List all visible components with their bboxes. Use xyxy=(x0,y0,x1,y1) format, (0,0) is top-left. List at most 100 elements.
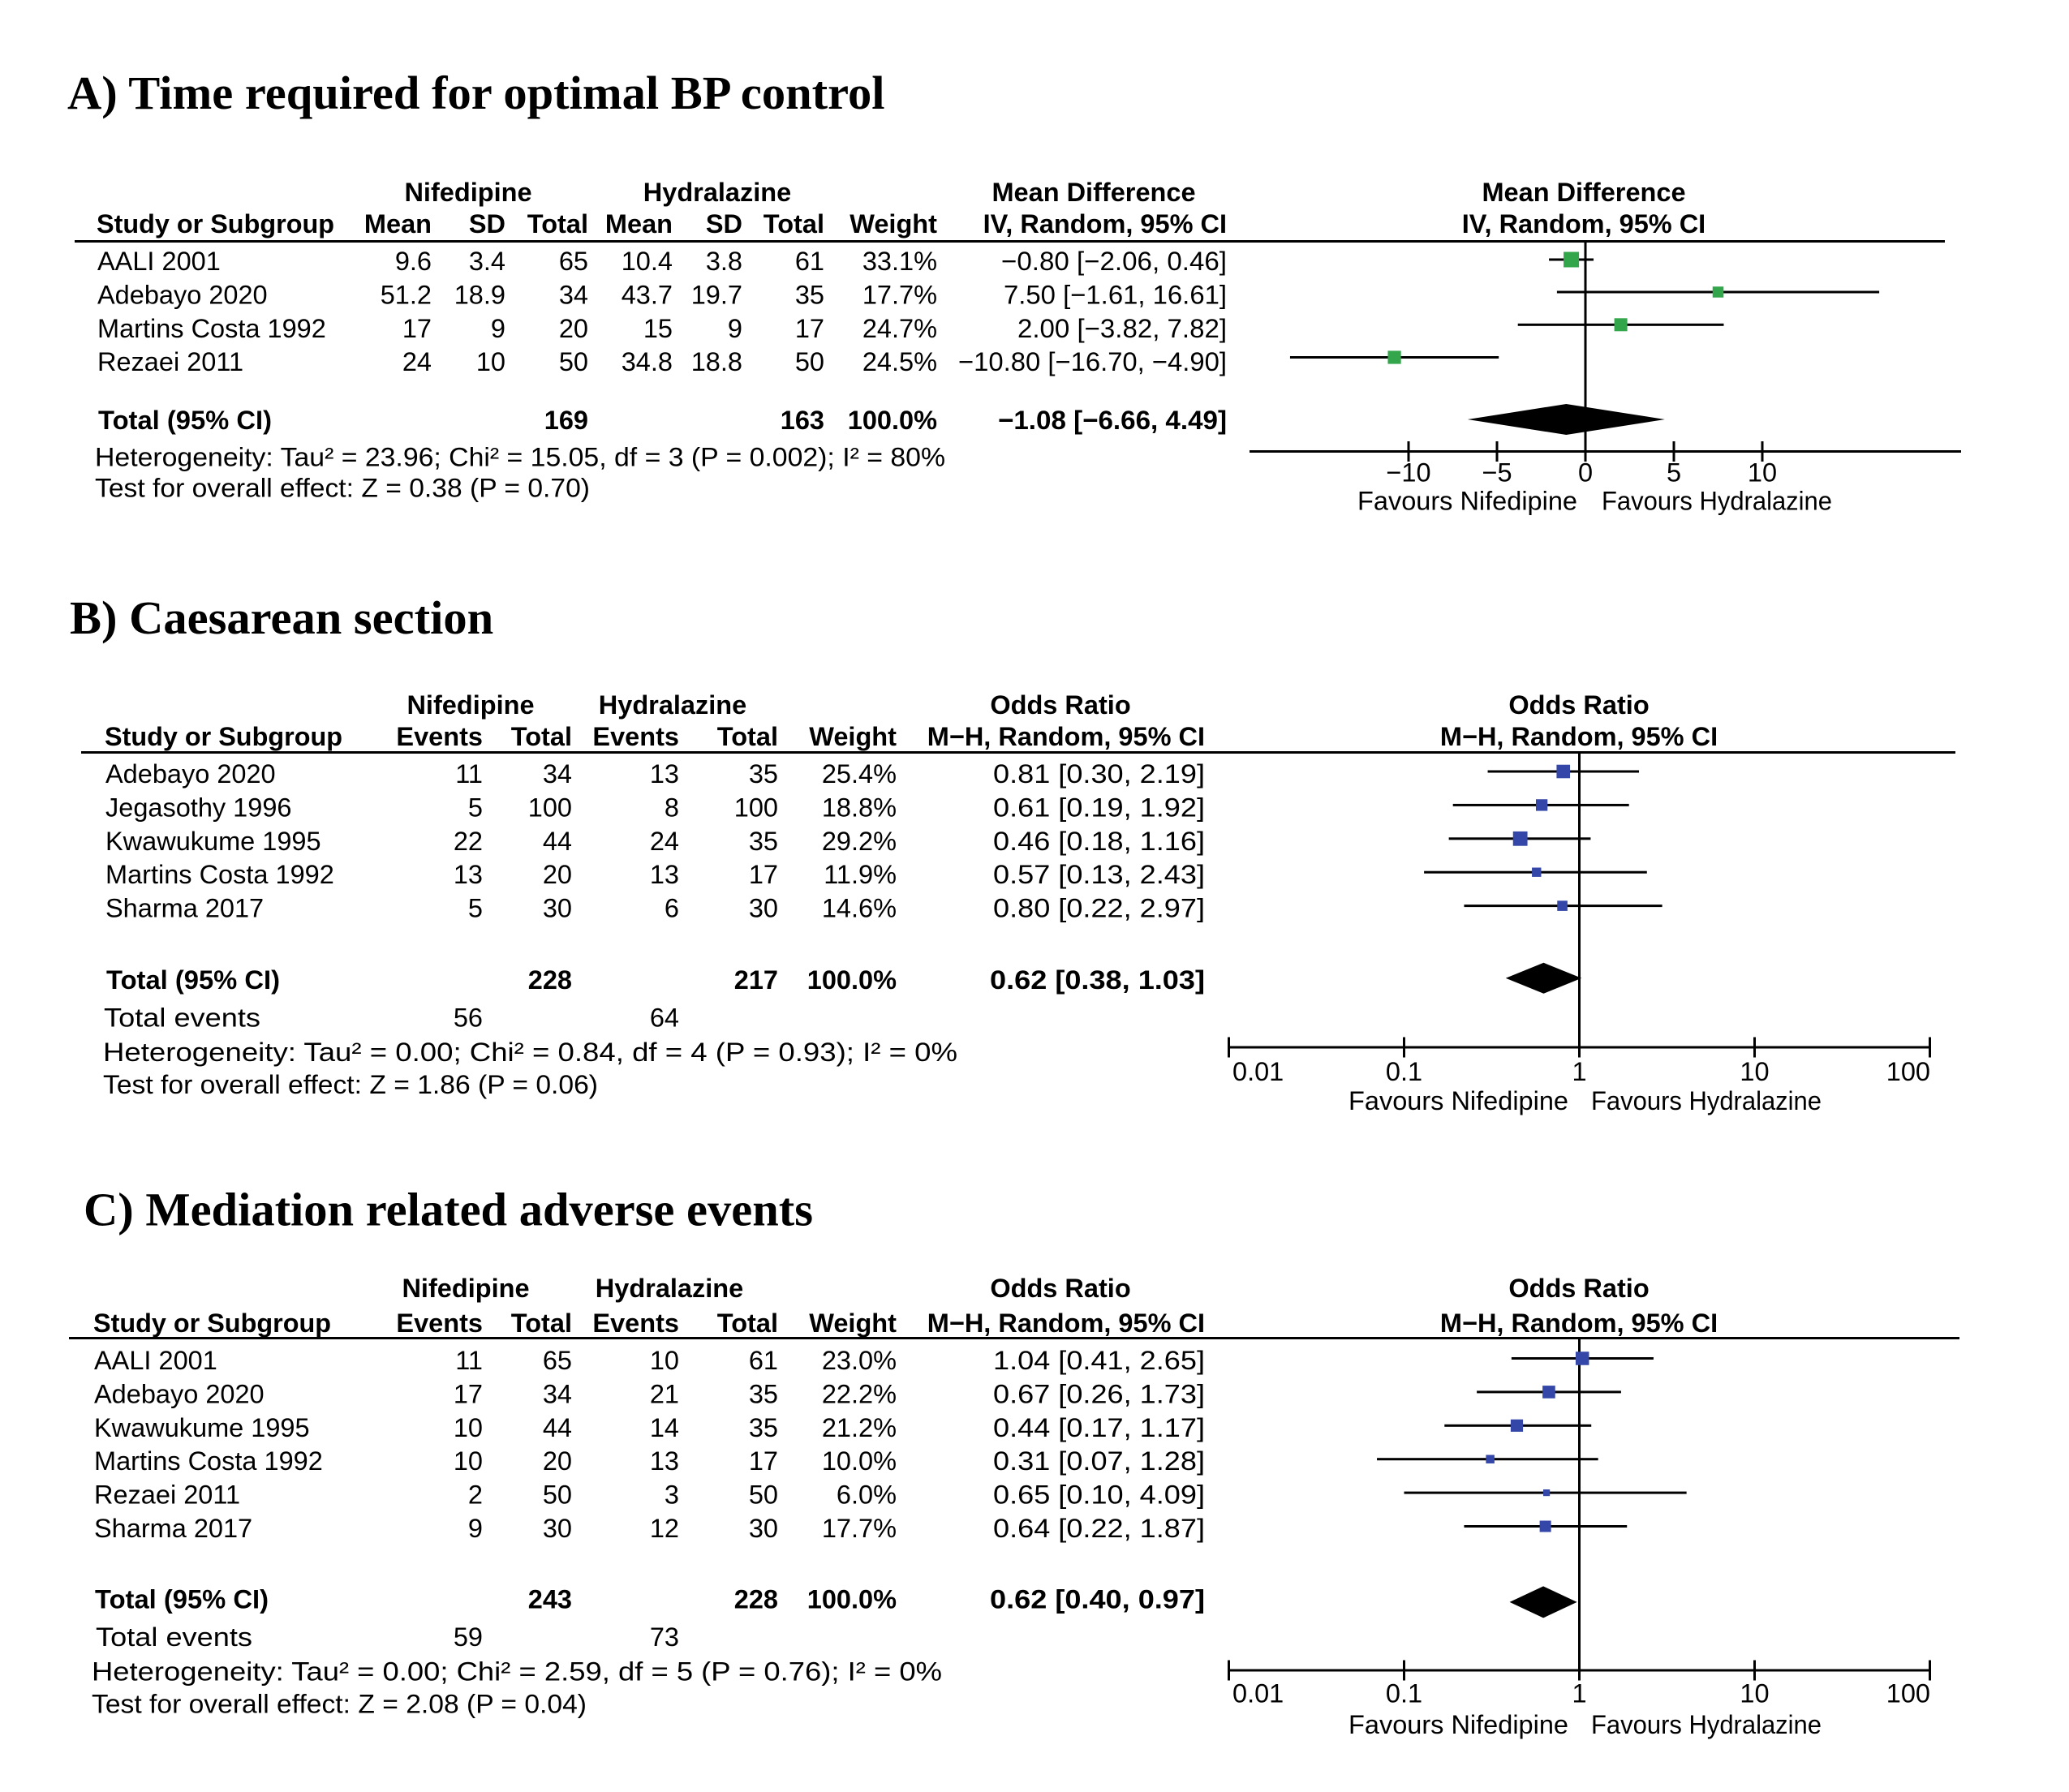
svg-text:Adebayo 2020: Adebayo 2020 xyxy=(105,759,276,789)
svg-text:35: 35 xyxy=(795,280,824,309)
svg-text:−10: −10 xyxy=(1386,458,1430,488)
svg-text:SD: SD xyxy=(469,209,505,239)
svg-text:IV, Random, 95% CI: IV, Random, 95% CI xyxy=(983,209,1227,239)
svg-text:24.5%: 24.5% xyxy=(862,347,937,376)
svg-text:10: 10 xyxy=(1748,458,1777,488)
svg-text:Mean Difference: Mean Difference xyxy=(991,178,1195,207)
svg-text:10: 10 xyxy=(476,347,505,376)
svg-text:Mean: Mean xyxy=(364,209,432,239)
svg-text:11: 11 xyxy=(455,759,483,789)
svg-text:Heterogeneity: Tau² = 0.00; Ch: Heterogeneity: Tau² = 0.00; Chi² = 2.59,… xyxy=(92,1657,942,1687)
svg-text:Events: Events xyxy=(396,722,483,751)
svg-text:Odds Ratio: Odds Ratio xyxy=(1508,1274,1649,1303)
svg-text:21.2%: 21.2% xyxy=(822,1413,897,1442)
svg-text:11: 11 xyxy=(455,1346,483,1375)
svg-text:34: 34 xyxy=(543,759,572,789)
svg-text:61: 61 xyxy=(795,247,824,276)
svg-text:Hydralazine: Hydralazine xyxy=(643,178,791,207)
svg-text:24: 24 xyxy=(402,347,432,376)
svg-text:18.8%: 18.8% xyxy=(822,793,897,822)
svg-text:30: 30 xyxy=(543,894,572,923)
svg-text:11.9%: 11.9% xyxy=(824,860,897,889)
svg-text:1: 1 xyxy=(1572,1679,1586,1708)
svg-text:Weight: Weight xyxy=(809,1309,897,1338)
svg-text:24.7%: 24.7% xyxy=(862,314,937,343)
svg-text:1: 1 xyxy=(1572,1057,1586,1086)
svg-text:Test for overall effect: Z = 2: Test for overall effect: Z = 2.08 (P = 0… xyxy=(92,1690,587,1719)
svg-text:61: 61 xyxy=(749,1346,778,1375)
svg-text:2.00 [−3.82, 7.82]: 2.00 [−3.82, 7.82] xyxy=(1017,314,1227,343)
svg-text:Study or Subgroup: Study or Subgroup xyxy=(93,1309,331,1338)
svg-text:Total (95% CI): Total (95% CI) xyxy=(95,1585,269,1614)
svg-text:0.64 [0.22, 1.87]: 0.64 [0.22, 1.87] xyxy=(993,1514,1205,1543)
svg-text:Hydralazine: Hydralazine xyxy=(596,1274,743,1303)
svg-text:0.62 [0.38, 1.03]: 0.62 [0.38, 1.03] xyxy=(990,965,1205,995)
svg-text:10: 10 xyxy=(1740,1679,1769,1708)
svg-text:3.4: 3.4 xyxy=(469,247,505,276)
svg-text:Total: Total xyxy=(527,209,588,239)
svg-text:5: 5 xyxy=(468,793,483,822)
svg-text:17.7%: 17.7% xyxy=(822,1514,897,1543)
svg-text:64: 64 xyxy=(650,1003,679,1032)
svg-text:3: 3 xyxy=(665,1480,679,1510)
svg-text:Nifedipine: Nifedipine xyxy=(404,178,531,207)
svg-text:M−H, Random, 95% CI: M−H, Random, 95% CI xyxy=(927,1309,1205,1338)
svg-text:35: 35 xyxy=(749,1379,778,1408)
svg-text:M−H, Random, 95% CI: M−H, Random, 95% CI xyxy=(927,722,1205,751)
svg-text:Sharma 2017: Sharma 2017 xyxy=(94,1514,252,1543)
svg-text:Adebayo 2020: Adebayo 2020 xyxy=(94,1379,265,1408)
svg-text:B) Caesarean section: B) Caesarean section xyxy=(70,591,493,644)
svg-text:34: 34 xyxy=(559,280,588,309)
svg-text:50: 50 xyxy=(559,347,588,376)
svg-text:0: 0 xyxy=(1578,458,1593,488)
svg-text:25.4%: 25.4% xyxy=(822,759,897,789)
svg-text:Mean Difference: Mean Difference xyxy=(1482,178,1685,207)
svg-text:5: 5 xyxy=(468,894,483,923)
svg-text:9: 9 xyxy=(468,1514,483,1543)
svg-text:Total events: Total events xyxy=(96,1622,252,1652)
svg-text:18.9: 18.9 xyxy=(454,280,505,309)
svg-text:Martins Costa 1992: Martins Costa 1992 xyxy=(105,860,334,889)
svg-text:51.2: 51.2 xyxy=(381,280,432,309)
svg-text:0.65 [0.10, 4.09]: 0.65 [0.10, 4.09] xyxy=(993,1480,1205,1510)
svg-text:AALI 2001: AALI 2001 xyxy=(97,247,221,276)
svg-text:Total: Total xyxy=(717,722,778,751)
svg-text:AALI 2001: AALI 2001 xyxy=(94,1346,217,1375)
svg-text:Total: Total xyxy=(764,209,824,239)
svg-text:100.0%: 100.0% xyxy=(848,406,937,435)
svg-text:Events: Events xyxy=(592,1309,679,1338)
svg-text:100: 100 xyxy=(1886,1679,1930,1708)
svg-text:15: 15 xyxy=(643,314,673,343)
svg-text:Odds Ratio: Odds Ratio xyxy=(1508,690,1649,720)
svg-text:50: 50 xyxy=(749,1480,778,1510)
svg-text:Total (95% CI): Total (95% CI) xyxy=(106,965,280,995)
svg-text:17: 17 xyxy=(795,314,824,343)
svg-text:65: 65 xyxy=(543,1346,572,1375)
svg-text:Kwawukume 1995: Kwawukume 1995 xyxy=(105,827,321,856)
svg-text:Weight: Weight xyxy=(850,209,937,239)
svg-text:163: 163 xyxy=(781,406,824,435)
svg-text:Sharma 2017: Sharma 2017 xyxy=(105,894,264,923)
svg-text:17: 17 xyxy=(454,1379,483,1408)
svg-text:Adebayo 2020: Adebayo 2020 xyxy=(97,280,268,309)
svg-text:217: 217 xyxy=(734,965,778,995)
svg-text:13: 13 xyxy=(650,759,679,789)
svg-text:228: 228 xyxy=(734,1585,778,1614)
svg-text:35: 35 xyxy=(749,759,778,789)
svg-text:30: 30 xyxy=(749,1514,778,1543)
svg-text:20: 20 xyxy=(543,1446,572,1476)
svg-text:Heterogeneity: Tau² = 0.00; Ch: Heterogeneity: Tau² = 0.00; Chi² = 0.84,… xyxy=(103,1038,957,1067)
svg-text:Total events: Total events xyxy=(104,1003,260,1032)
svg-text:Nifedipine: Nifedipine xyxy=(406,690,534,720)
svg-text:9: 9 xyxy=(491,314,505,343)
svg-text:Favours Hydralazine: Favours Hydralazine xyxy=(1591,1086,1822,1115)
svg-text:8: 8 xyxy=(665,793,679,822)
svg-text:Weight: Weight xyxy=(809,722,897,751)
svg-text:100: 100 xyxy=(734,793,778,822)
svg-text:17.7%: 17.7% xyxy=(862,280,937,309)
svg-text:Martins Costa 1992: Martins Costa 1992 xyxy=(97,314,326,343)
svg-text:33.1%: 33.1% xyxy=(862,247,937,276)
svg-text:56: 56 xyxy=(454,1003,483,1032)
svg-text:35: 35 xyxy=(749,1413,778,1442)
svg-text:M−H, Random, 95% CI: M−H, Random, 95% CI xyxy=(1440,722,1718,751)
